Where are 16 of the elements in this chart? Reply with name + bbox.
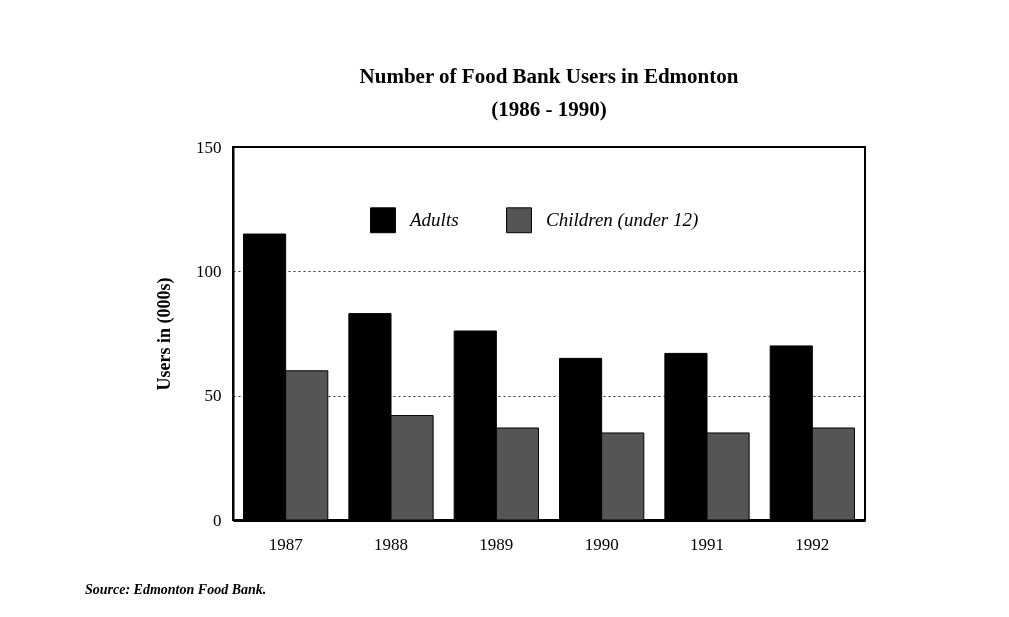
source-note: Source: Edmonton Food Bank.	[85, 582, 267, 597]
y-tick-label: 100	[196, 261, 222, 281]
x-tick-label: 1987	[268, 534, 304, 554]
x-tick-label: 1991	[690, 534, 724, 554]
chart-subtitle: (1986 - 1990)	[491, 97, 607, 121]
y-axis-title: Users in (000s)	[154, 277, 175, 391]
legend-label: Children (under 12)	[546, 209, 699, 232]
chart-title: Number of Food Bank Users in Edmonton	[359, 64, 739, 88]
y-tick-label: 150	[196, 137, 222, 157]
x-tick-label: 1990	[584, 534, 619, 554]
x-tick-label: 1989	[479, 534, 514, 554]
legend-label: Adults	[408, 209, 459, 231]
y-tick-label: 50	[204, 386, 222, 406]
y-tick-label: 0	[213, 510, 222, 530]
x-tick-label: 1988	[374, 534, 408, 554]
x-tick-label: 1992	[795, 534, 830, 554]
